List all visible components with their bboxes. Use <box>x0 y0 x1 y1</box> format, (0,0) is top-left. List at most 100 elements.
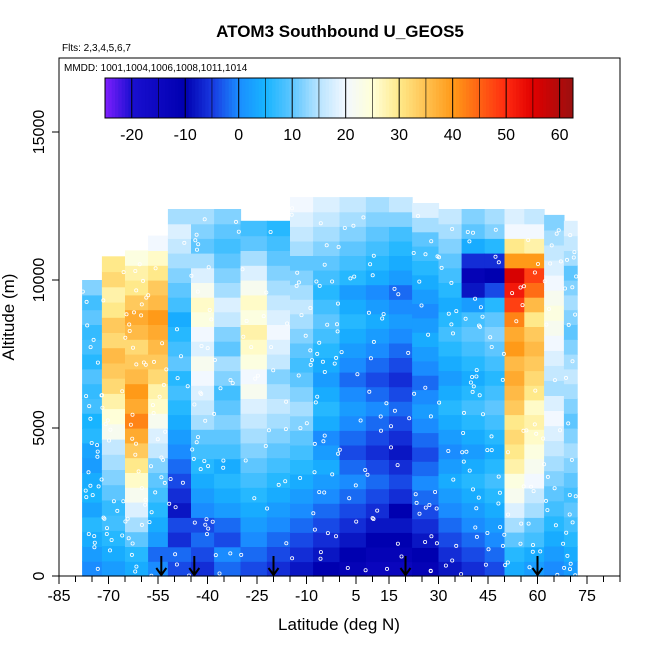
colorbar-swatch <box>175 78 180 118</box>
heatmap-cell <box>167 267 192 283</box>
measurement-dot <box>103 422 108 427</box>
heatmap-cell <box>484 385 506 401</box>
measurement-dot <box>426 332 431 337</box>
colorbar-swatch <box>322 78 327 118</box>
measurement-dot <box>473 525 478 530</box>
heatmap-cell <box>101 439 126 455</box>
colorbar-swatch <box>208 78 213 118</box>
measurement-dot <box>363 568 368 573</box>
heatmap-cell <box>148 383 169 399</box>
heatmap-cell <box>191 443 215 460</box>
measurement-dot <box>314 279 319 284</box>
heatmap-cell <box>167 517 192 533</box>
measurement-dot <box>467 239 472 244</box>
heatmap-cell <box>313 328 341 344</box>
x-tick-label: -55 <box>146 588 169 605</box>
heatmap-cell <box>125 250 149 266</box>
measurement-dot <box>378 428 383 433</box>
measurement-dot <box>162 480 167 485</box>
measurement-dot <box>568 561 573 566</box>
heatmap-cell <box>438 253 463 269</box>
measurement-dot <box>352 274 357 279</box>
measurement-dot <box>218 386 223 391</box>
heatmap-cell <box>266 309 291 325</box>
colorbar-swatch <box>111 78 116 118</box>
heatmap-cell <box>240 398 268 414</box>
heatmap-cell <box>191 414 215 430</box>
heatmap-cell <box>524 282 545 298</box>
measurement-dot <box>570 285 575 290</box>
measurement-dot <box>95 566 100 571</box>
measurement-dot <box>561 541 566 546</box>
heatmap-cell <box>484 429 506 445</box>
heatmap-cell <box>438 311 463 327</box>
colorbar-swatch <box>489 78 494 118</box>
measurement-dot <box>371 517 376 522</box>
measurement-dot <box>296 373 301 378</box>
heatmap-cell <box>563 428 578 444</box>
heatmap-cell <box>544 485 565 502</box>
measurement-dot <box>276 482 281 487</box>
colorbar-swatch <box>345 78 350 118</box>
colorbar-swatch <box>442 78 447 118</box>
heatmap-cell <box>290 240 314 256</box>
measurement-dot <box>204 532 209 537</box>
measurement-dot <box>95 454 100 459</box>
colorbar-swatch <box>435 78 440 118</box>
heatmap-cell <box>524 473 545 489</box>
heatmap-cell <box>412 346 440 362</box>
heatmap-cell <box>389 444 413 460</box>
colorbar-swatch <box>372 78 377 118</box>
measurement-dot <box>268 229 273 234</box>
heatmap-cell <box>125 383 149 399</box>
heatmap-cell <box>365 299 390 315</box>
measurement-dot <box>500 377 505 382</box>
measurement-dot <box>354 519 359 524</box>
measurement-dot <box>137 262 142 267</box>
heatmap-cell <box>544 260 565 276</box>
heatmap-cell <box>484 253 506 269</box>
heatmap-cell <box>313 226 341 242</box>
heatmap-cell <box>438 341 463 357</box>
colorbar-swatch <box>272 78 276 118</box>
heatmap-cell <box>563 309 578 325</box>
heatmap-cell <box>148 324 169 340</box>
heatmap-cell <box>214 311 242 327</box>
heatmap-cell <box>412 289 440 304</box>
heatmap-cell <box>82 502 103 518</box>
measurement-dot <box>104 532 109 537</box>
heatmap-cell <box>438 458 463 474</box>
heatmap-cell <box>101 302 126 318</box>
x-tick-label: -10 <box>295 588 318 605</box>
measurement-dot <box>185 384 190 389</box>
heatmap-cell <box>461 487 486 504</box>
measurement-dot <box>308 362 313 367</box>
heatmap-cell <box>191 282 215 298</box>
heatmap-cell <box>101 393 126 410</box>
heatmap-cell <box>240 354 268 370</box>
heatmap-cell <box>438 473 463 489</box>
heatmap-cell <box>544 545 565 562</box>
heatmap-cell <box>524 414 545 430</box>
heatmap-cell <box>484 458 506 474</box>
measurement-dot <box>194 247 199 252</box>
heatmap-cell <box>214 355 242 372</box>
measurement-dot <box>439 265 444 270</box>
heatmap-cell <box>290 386 314 402</box>
chart-note: MMDD: 1001,1004,1006,1008,1011,1014 <box>64 63 248 74</box>
colorbar-swatch <box>452 78 457 118</box>
heatmap-cell <box>290 401 314 417</box>
measurement-dot <box>419 303 424 308</box>
colorbar-swatch <box>369 78 373 118</box>
measurement-dot <box>130 412 135 417</box>
measurement-dot <box>568 567 573 572</box>
measurement-dot <box>123 519 128 524</box>
heatmap-cell <box>389 255 413 271</box>
measurement-dot <box>465 229 470 234</box>
measurement-dot <box>392 286 397 291</box>
heatmap-cell <box>290 211 314 227</box>
measurement-dot <box>121 270 126 275</box>
measurement-dot <box>563 286 568 291</box>
colorbar-swatch <box>302 78 307 118</box>
